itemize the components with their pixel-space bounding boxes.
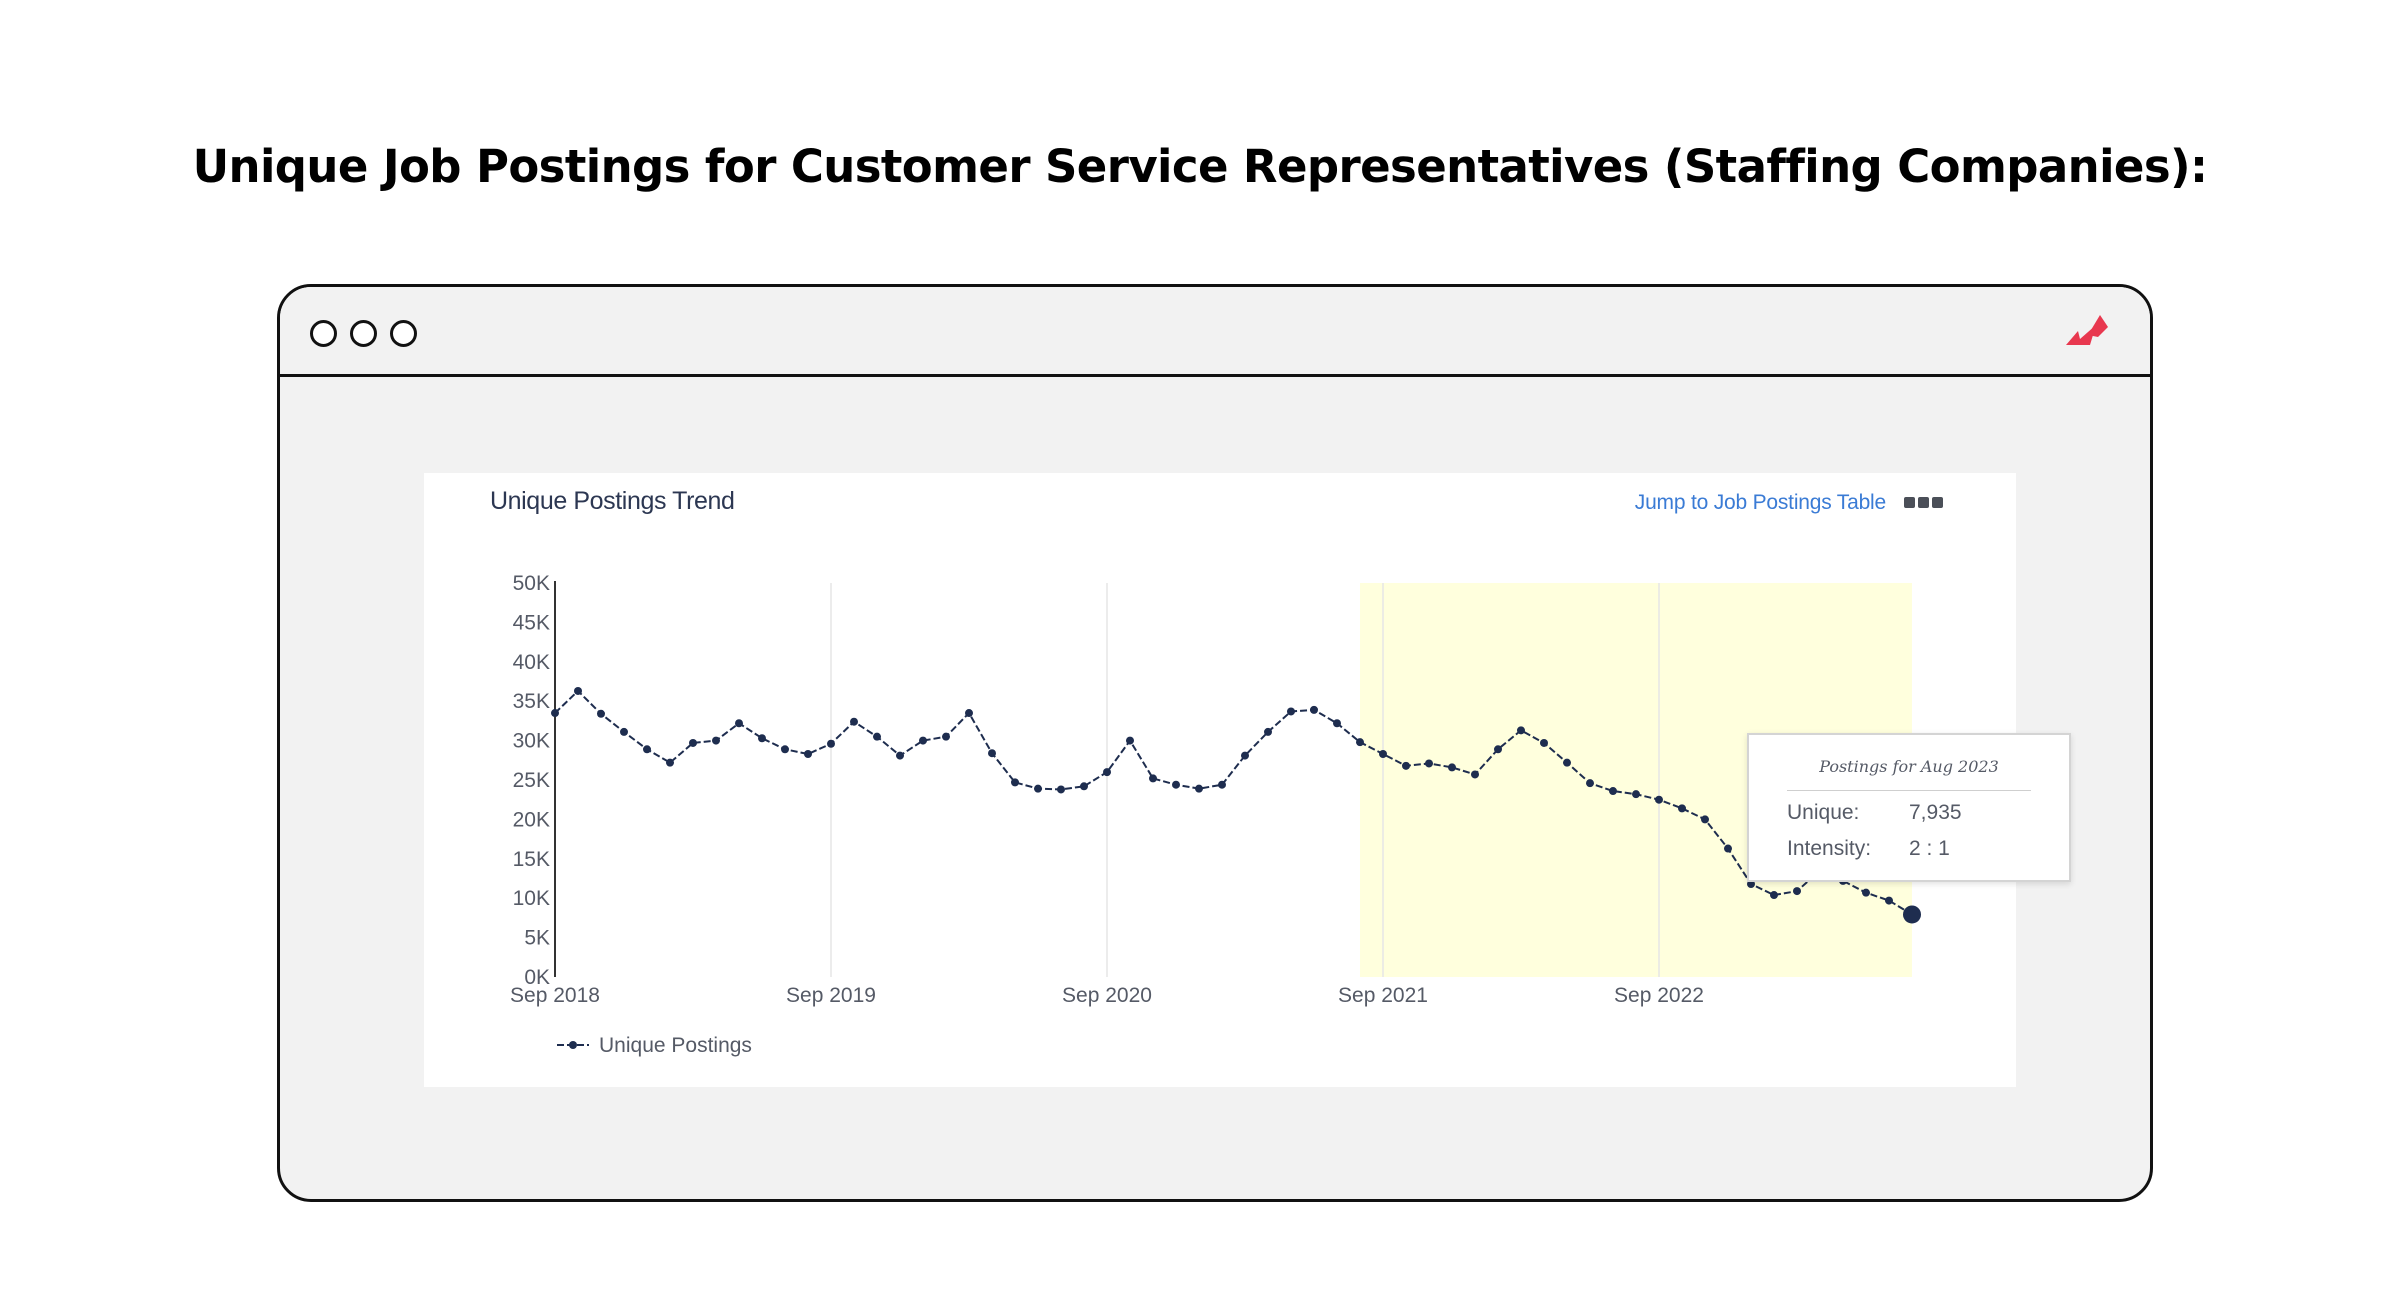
window-dot-icon[interactable] [350, 320, 377, 347]
data-point [1379, 749, 1387, 758]
window-dot-icon[interactable] [390, 320, 417, 347]
tooltip-divider [1787, 790, 2031, 791]
y-tick-label: 10K [513, 887, 550, 910]
data-point [873, 732, 881, 741]
series-line [554, 689, 1913, 916]
y-tick-label: 40K [513, 651, 550, 674]
data-point [1333, 719, 1341, 728]
data-point [758, 734, 766, 743]
data-point [1609, 787, 1617, 796]
panel-title: Unique Postings Trend [490, 487, 735, 515]
data-point [1885, 896, 1893, 905]
data-point [1241, 751, 1249, 760]
y-tick-label: 35K [513, 690, 550, 713]
data-point [666, 758, 674, 767]
data-point [919, 736, 927, 745]
data-point [1747, 880, 1755, 889]
data-point [1310, 705, 1318, 714]
window-dot-icon[interactable] [310, 320, 337, 347]
data-point [712, 736, 720, 745]
data-point [1425, 759, 1433, 768]
data-point [1586, 779, 1594, 788]
data-point [1517, 726, 1525, 735]
tooltip-key-intensity: Intensity: [1787, 837, 1872, 860]
y-tick-label: 20K [513, 808, 550, 831]
data-point [1770, 891, 1778, 900]
data-point [781, 745, 789, 754]
data-point [1632, 790, 1640, 799]
data-point [1034, 784, 1042, 793]
tooltip-value-intensity: 2 : 1 [1909, 837, 1950, 860]
y-tick-label: 15K [513, 848, 550, 871]
data-point [827, 739, 835, 748]
x-tick-label: Sep 2020 [1062, 984, 1152, 1007]
active-data-point [1903, 905, 1921, 924]
menu-dot [1932, 497, 1943, 508]
data-point [1103, 768, 1111, 777]
data-point [1701, 815, 1709, 824]
data-point [1655, 795, 1663, 804]
menu-dot [1904, 497, 1915, 508]
legend-label: Unique Postings [599, 1034, 752, 1057]
y-tick-label: 0K [524, 966, 550, 989]
data-point [804, 749, 812, 758]
menu-dot [1918, 497, 1929, 508]
data-tooltip: Postings for Aug 2023 Unique: 7,935 Inte… [1747, 733, 2071, 882]
data-point [1678, 804, 1686, 813]
tooltip-value-unique: 7,935 [1909, 801, 1962, 824]
data-point [1172, 780, 1180, 789]
data-point [1356, 738, 1364, 747]
data-point [1218, 780, 1226, 789]
x-tick-label: Sep 2022 [1614, 984, 1704, 1007]
x-tick-label: Sep 2021 [1338, 984, 1428, 1007]
data-point [1011, 778, 1019, 787]
data-point [988, 749, 996, 758]
data-point [1126, 736, 1134, 745]
data-point [1080, 782, 1088, 791]
data-point [574, 686, 582, 695]
x-tick-label: Sep 2019 [786, 984, 876, 1007]
data-point [1195, 784, 1203, 793]
y-tick-label: 25K [513, 769, 550, 792]
data-point [1057, 785, 1065, 794]
y-tick-label: 50K [513, 572, 550, 595]
data-point [1471, 770, 1479, 779]
data-point [551, 709, 559, 718]
tooltip-title: Postings for Aug 2023 [1819, 757, 1999, 776]
x-tick-label: Sep 2018 [510, 984, 600, 1007]
page-heading: Unique Job Postings for Customer Service… [192, 140, 2208, 193]
data-point [1448, 763, 1456, 772]
data-point [850, 717, 858, 726]
data-point [965, 709, 973, 718]
data-point [1540, 738, 1548, 747]
more-menu-icon[interactable] [1904, 497, 1944, 509]
data-point [1402, 761, 1410, 770]
data-point [643, 745, 651, 754]
legend-swatch-dot [569, 1041, 577, 1049]
jump-to-table-link[interactable]: Jump to Job Postings Table [1634, 491, 1886, 514]
data-point [597, 709, 605, 718]
data-point [1563, 758, 1571, 767]
y-tick-label: 5K [524, 927, 550, 950]
brand-logo-icon [2066, 315, 2108, 345]
data-point [735, 719, 743, 728]
window-titlebar [280, 287, 2150, 377]
data-point [1287, 707, 1295, 716]
tooltip-key-unique: Unique: [1787, 801, 1860, 824]
y-tick-label: 45K [513, 611, 550, 634]
data-point [942, 732, 950, 741]
data-point [1494, 745, 1502, 754]
data-point [689, 738, 697, 747]
data-point [1724, 844, 1732, 853]
data-point [1264, 727, 1272, 736]
data-point [1793, 887, 1801, 896]
data-point [896, 751, 904, 760]
data-point [1149, 774, 1157, 783]
y-tick-label: 30K [513, 730, 550, 753]
data-point [1862, 888, 1870, 897]
data-point [620, 727, 628, 736]
